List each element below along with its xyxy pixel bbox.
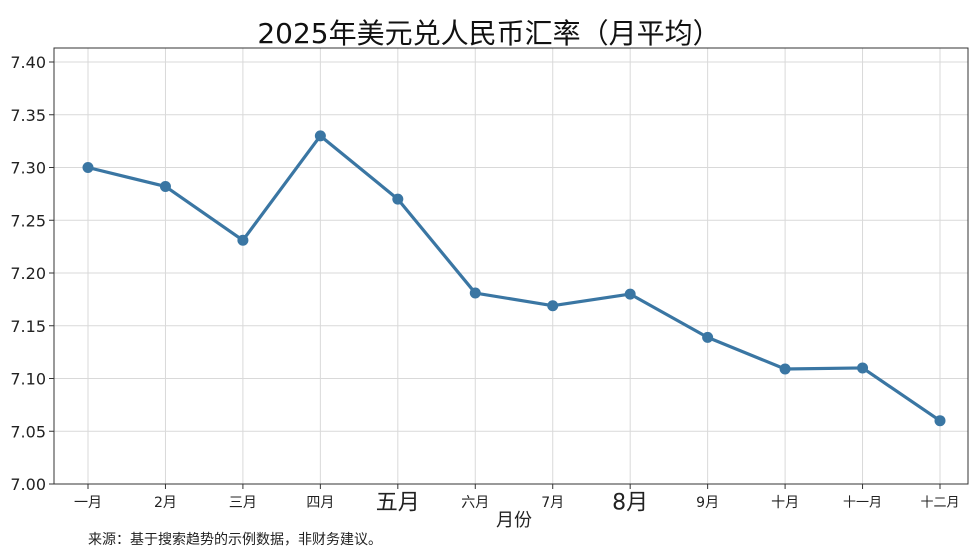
data-point (392, 193, 404, 205)
data-point (469, 287, 481, 299)
y-tick-label: 7.15 (10, 317, 46, 336)
y-tick-label: 7.25 (10, 211, 46, 230)
x-tick-label: 六月 (461, 495, 489, 511)
x-axis-title: 月份 (496, 510, 532, 531)
y-tick-label: 7.10 (10, 370, 46, 389)
data-point (314, 130, 326, 142)
x-tick-label: 十二月 (920, 496, 959, 511)
data-point (934, 415, 946, 427)
x-tick-label: 一月 (74, 495, 102, 511)
data-point (547, 300, 559, 312)
y-tick-label: 7.00 (10, 475, 46, 494)
data-point (82, 162, 94, 173)
data-point (159, 180, 171, 192)
x-tick-label: 三月 (229, 495, 257, 511)
plot-frame (53, 47, 969, 485)
y-tick-label: 7.05 (10, 422, 46, 441)
x-tick-label: 五月 (376, 491, 420, 516)
y-tick-label: 7.35 (10, 106, 46, 125)
x-tick-label: 7月 (541, 495, 564, 511)
x-tick-label: 8月 (612, 491, 648, 516)
labels-layer: 7.00 7.05 7.10 7.15 7.20 7.25 7.30 7.35 7.40 一月 2月… (10, 53, 959, 516)
x-tick-label: 十月 (771, 495, 799, 511)
data-point (702, 331, 714, 343)
source-note: 来源：基于搜索趋势的示例数据，非财务建议。 (88, 531, 382, 548)
x-tick-label: 9月 (696, 495, 719, 511)
y-tick-label: 7.20 (10, 264, 46, 283)
x-tick-label: 十一月 (843, 496, 882, 511)
y-tick-label: 7.30 (10, 159, 46, 178)
chart-title: 2025年美元兑人民币汇率（月平均） (257, 17, 720, 50)
x-tick-label: 四月 (306, 495, 334, 511)
axes-layer (49, 47, 969, 489)
data-point (857, 362, 869, 374)
series-layer (82, 130, 946, 427)
x-tick-label: 2月 (154, 495, 177, 511)
data-point (779, 363, 791, 375)
series-line (86, 134, 942, 423)
grid-layer (54, 48, 968, 485)
data-point (237, 234, 249, 246)
data-point (624, 288, 636, 300)
y-tick-label: 7.40 (10, 53, 46, 72)
